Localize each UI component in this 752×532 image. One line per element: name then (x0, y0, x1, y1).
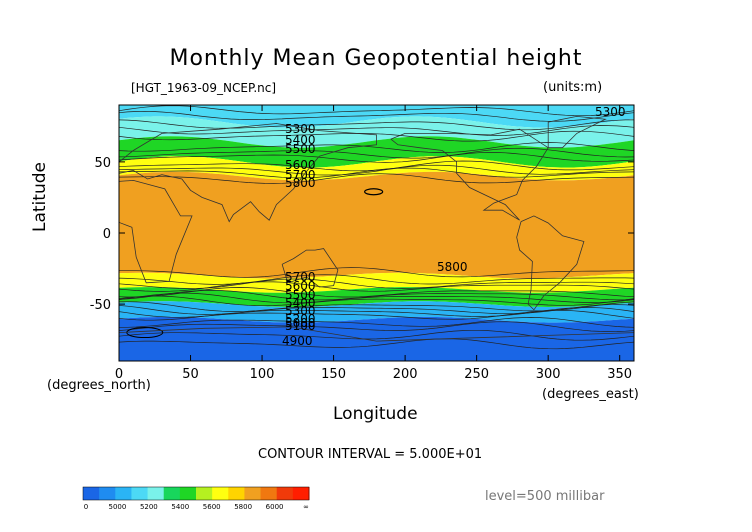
contour-line (119, 267, 634, 278)
contour-label: 5300 (595, 105, 626, 119)
colorbar-frame (82, 486, 310, 501)
colorbar-tick-label: 6000 (266, 503, 284, 511)
contour-label: 5400 (285, 133, 316, 147)
contour-line (119, 147, 634, 159)
colorbar-swatch (131, 487, 149, 500)
y-tick-label: 50 (94, 156, 111, 171)
contour-line (119, 167, 634, 179)
contour-interval-label: CONTOUR INTERVAL = 5.000E+01 (258, 447, 483, 462)
contour-line (119, 173, 634, 184)
coastlines (119, 115, 634, 342)
contour-line (119, 321, 634, 332)
contour-line (119, 164, 634, 176)
x-tick-label: 300 (536, 367, 561, 382)
coastline (119, 179, 193, 284)
colorbar-swatch (147, 487, 165, 500)
contour-line (119, 287, 634, 298)
x-tick-label: 0 (115, 367, 123, 382)
colorbar-swatch (115, 487, 132, 500)
contour-label: 5800 (437, 260, 468, 274)
colorbar-swatch (228, 487, 245, 500)
contour-label: 5300 (285, 122, 316, 136)
coastline (390, 128, 549, 221)
y-tick-label: 0 (103, 227, 111, 242)
level-label: level=500 millibar (485, 489, 605, 504)
colorbar-swatch (179, 487, 197, 500)
y-axis-unit: (degrees_north) (47, 378, 151, 393)
y-tick-label: -50 (90, 298, 111, 313)
units-label: (units:m) (543, 80, 603, 95)
x-axis-label: Longitude (333, 404, 418, 424)
contour-label: 5100 (285, 319, 316, 333)
colorbar-tick-label: 5400 (171, 503, 189, 511)
contour-labels: 5300530054005500560057005800580057005600… (282, 105, 626, 348)
height-band (119, 136, 634, 168)
contour-line (119, 309, 634, 321)
colorbar-tick-label: 5000 (109, 503, 127, 511)
coastline (119, 123, 377, 223)
contour-label: 5600 (285, 279, 316, 293)
coastline (516, 215, 585, 311)
colorbar-swatch (83, 487, 100, 500)
file-name-label: [HGT_1963-09_NCEP.nc] (131, 81, 277, 95)
x-axis-unit: (degrees_east) (542, 387, 639, 402)
x-tick-label: 350 (607, 367, 632, 382)
contour-label: 5000 (285, 316, 316, 330)
colorbar-tick-label: 5200 (140, 503, 158, 511)
colorbar-tick-label: 5600 (203, 503, 221, 511)
contour-line (119, 338, 634, 350)
contour-line (119, 289, 634, 301)
height-band (119, 105, 634, 128)
contour-line (119, 295, 634, 307)
contour-line (119, 274, 634, 285)
contour-line (119, 304, 634, 315)
colorbar-swatch (163, 487, 181, 500)
coastline (281, 248, 339, 288)
colorbar-swatch (212, 487, 229, 500)
contour-label: 5800 (285, 176, 316, 190)
colorbar-swatch (244, 487, 262, 500)
contour-label: 5300 (285, 304, 316, 318)
height-band (119, 171, 634, 279)
contour-line (119, 317, 634, 328)
contour-label: 4900 (282, 334, 313, 348)
colorbar-tick-label: ∞ (303, 503, 309, 511)
contour-line (119, 152, 634, 163)
contour-label: 5500 (285, 142, 316, 156)
axis-ticks: 0 50 100 150 200 250 300 350 50 0 -50 (90, 105, 634, 382)
x-tick-label: 50 (182, 367, 199, 382)
contour-line (119, 292, 634, 304)
x-tick-label: 150 (321, 367, 346, 382)
colorbar-swatch (276, 487, 294, 500)
coastline (547, 115, 607, 149)
colorbar-swatch (99, 487, 116, 500)
colorbar-swatch (260, 487, 278, 500)
colorbar: 0 5000 5200 5400 5600 5800 6000 ∞ (82, 486, 310, 511)
contour-label: 5700 (285, 168, 316, 182)
contour-line (119, 329, 634, 341)
contour-label: 5500 (285, 288, 316, 302)
contour-label: 5400 (285, 296, 316, 310)
x-tick-label: 200 (393, 367, 418, 382)
x-tick-label: 250 (464, 367, 489, 382)
colorbar-swatch (292, 487, 310, 500)
contour-label: 5700 (285, 270, 316, 284)
colorbar-tick-label: 5800 (234, 503, 252, 511)
colorbar-swatch (196, 487, 213, 500)
contour-line (119, 281, 634, 292)
contour-line (119, 105, 634, 117)
height-band (119, 116, 634, 148)
colorbar-tick-label: 0 (84, 503, 88, 511)
closed-contour (364, 188, 384, 196)
contour-line (119, 110, 634, 122)
x-tick-label: 100 (250, 367, 275, 382)
contour-label: 5200 (285, 312, 316, 326)
coastline (119, 326, 634, 342)
contour-label: 5600 (285, 158, 316, 172)
chart-title: Monthly Mean Geopotential height (169, 46, 583, 71)
